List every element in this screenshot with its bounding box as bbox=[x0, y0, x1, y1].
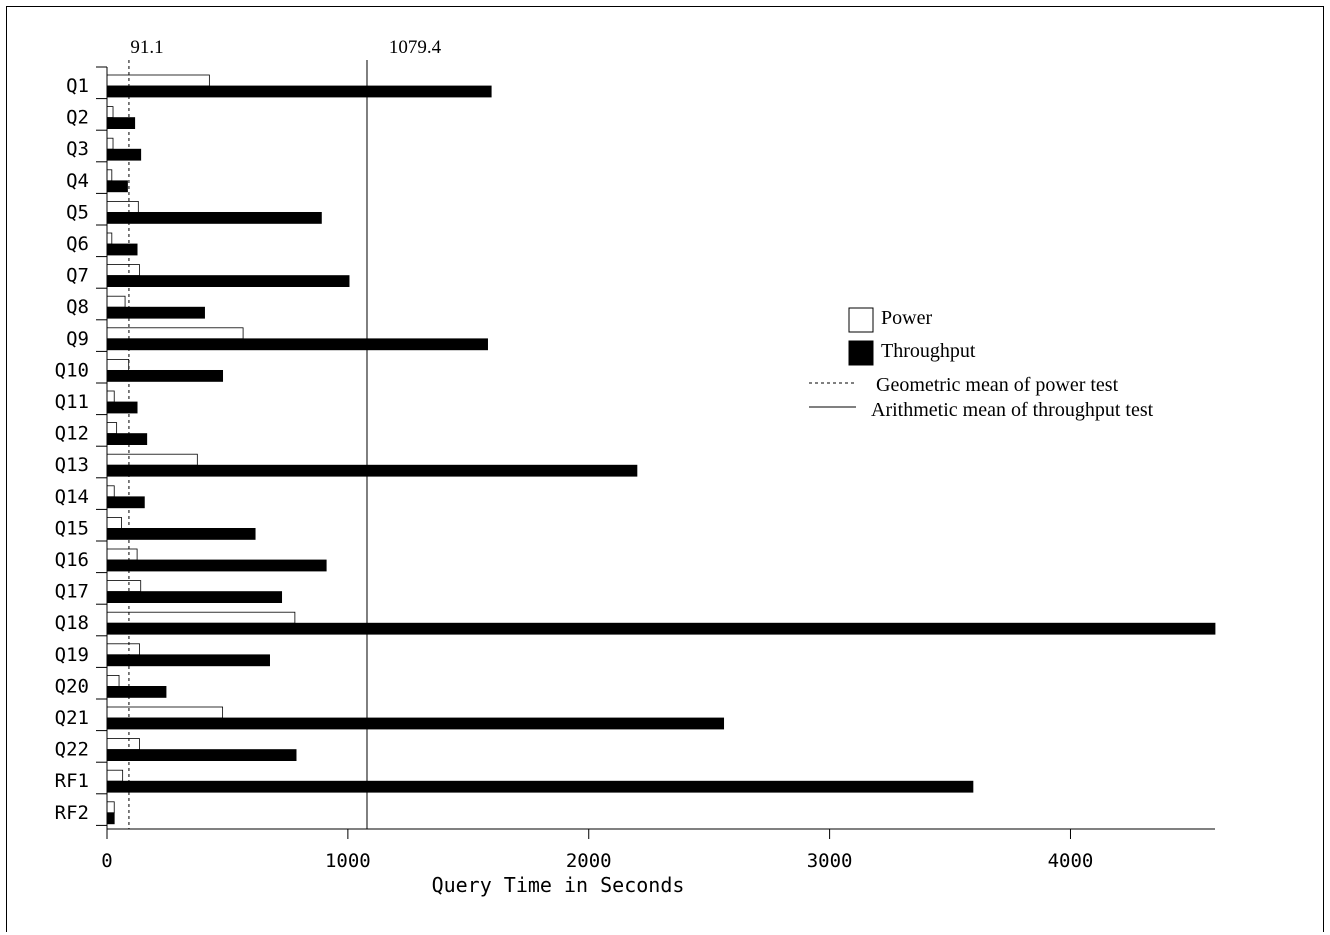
throughput-bar bbox=[106, 275, 350, 288]
power-bar bbox=[106, 548, 138, 561]
category-label: Q22 bbox=[55, 739, 89, 761]
throughput-bar bbox=[106, 717, 725, 730]
legend-geo-mean-label: Geometric mean of power test bbox=[876, 374, 1119, 396]
legend-throughput-label: Throughput bbox=[881, 340, 976, 362]
legend: Power Throughput Geometric mean of power… bbox=[809, 307, 1154, 421]
category-label: Q10 bbox=[55, 359, 89, 381]
throughput-bar bbox=[106, 464, 638, 477]
category-label: Q20 bbox=[55, 675, 89, 697]
category-label: Q18 bbox=[55, 612, 89, 634]
throughput-bar bbox=[106, 148, 142, 161]
power-bar bbox=[106, 74, 210, 87]
x-tick-label: 0 bbox=[101, 850, 112, 872]
power-bar bbox=[106, 264, 140, 277]
x-axis-title: Query Time in Seconds bbox=[432, 873, 685, 897]
x-tick-label: 4000 bbox=[1048, 850, 1094, 872]
legend-throughput-swatch bbox=[848, 340, 874, 366]
category-label: Q9 bbox=[66, 328, 89, 350]
category-label: Q1 bbox=[66, 75, 89, 97]
legend-power-swatch bbox=[848, 307, 874, 333]
category-label: Q11 bbox=[55, 391, 89, 413]
x-tick-label: 1000 bbox=[325, 850, 371, 872]
power-bar bbox=[106, 106, 114, 118]
power-bar bbox=[106, 738, 140, 750]
throughput-bar bbox=[106, 686, 167, 698]
legend-arith-mean-label: Arithmetic mean of throughput test bbox=[871, 399, 1154, 421]
category-label: Q5 bbox=[66, 201, 89, 223]
power-bar bbox=[106, 232, 113, 245]
throughput-bar bbox=[106, 180, 128, 193]
category-label: Q21 bbox=[55, 707, 89, 729]
throughput-bar bbox=[106, 496, 145, 509]
category-label: Q7 bbox=[66, 265, 89, 287]
category-label: Q19 bbox=[55, 644, 89, 666]
x-tick-label: 2000 bbox=[566, 850, 612, 872]
throughput-bar bbox=[106, 654, 270, 667]
category-label: Q8 bbox=[66, 296, 89, 318]
throughput-bar bbox=[106, 622, 1216, 635]
throughput-bar bbox=[106, 591, 283, 603]
arith-mean-label: 1079.4 bbox=[389, 37, 442, 58]
power-bar bbox=[106, 453, 198, 466]
power-bar bbox=[106, 358, 130, 371]
category-label: Q13 bbox=[55, 454, 89, 476]
power-bar bbox=[106, 422, 118, 435]
throughput-bar bbox=[106, 812, 115, 825]
power-bar bbox=[106, 580, 142, 592]
throughput-bar bbox=[106, 401, 138, 414]
power-bar bbox=[106, 327, 244, 340]
category-label: Q2 bbox=[66, 107, 89, 129]
power-bar bbox=[106, 200, 139, 213]
geo-mean-label: 91.1 bbox=[130, 37, 163, 58]
throughput-bar bbox=[106, 749, 297, 761]
throughput-bar bbox=[106, 338, 488, 351]
power-bar bbox=[106, 611, 296, 624]
power-bar bbox=[106, 769, 124, 782]
power-bar bbox=[106, 485, 115, 498]
power-bar bbox=[106, 295, 126, 308]
category-label: RF1 bbox=[55, 770, 89, 792]
throughput-bar bbox=[106, 369, 224, 382]
throughput-bar bbox=[106, 433, 148, 446]
throughput-bar bbox=[106, 306, 205, 319]
throughput-bar bbox=[106, 117, 136, 129]
throughput-bar bbox=[106, 780, 974, 793]
power-bar bbox=[106, 169, 113, 182]
category-label: Q4 bbox=[66, 170, 89, 192]
power-bar bbox=[106, 706, 224, 719]
power-bar bbox=[106, 643, 140, 656]
throughput-bar bbox=[106, 243, 138, 256]
category-label: Q6 bbox=[66, 233, 89, 255]
throughput-bar bbox=[106, 85, 492, 98]
legend-power-label: Power bbox=[881, 307, 932, 329]
throughput-bar bbox=[106, 211, 322, 224]
power-bar bbox=[106, 390, 115, 403]
category-label: RF2 bbox=[55, 802, 89, 824]
power-bar bbox=[106, 675, 120, 687]
category-label: Q12 bbox=[55, 423, 89, 445]
category-label: Q16 bbox=[55, 549, 89, 571]
power-bar bbox=[106, 517, 122, 529]
category-label: Q15 bbox=[55, 517, 89, 539]
category-label: Q3 bbox=[66, 138, 89, 160]
category-label: Q17 bbox=[55, 581, 89, 603]
power-bar bbox=[106, 801, 115, 814]
power-bar bbox=[106, 137, 114, 150]
x-tick-label: 3000 bbox=[807, 850, 853, 872]
throughput-bar bbox=[106, 559, 327, 572]
figure-frame bbox=[6, 6, 1324, 932]
category-label: Q14 bbox=[55, 486, 89, 508]
